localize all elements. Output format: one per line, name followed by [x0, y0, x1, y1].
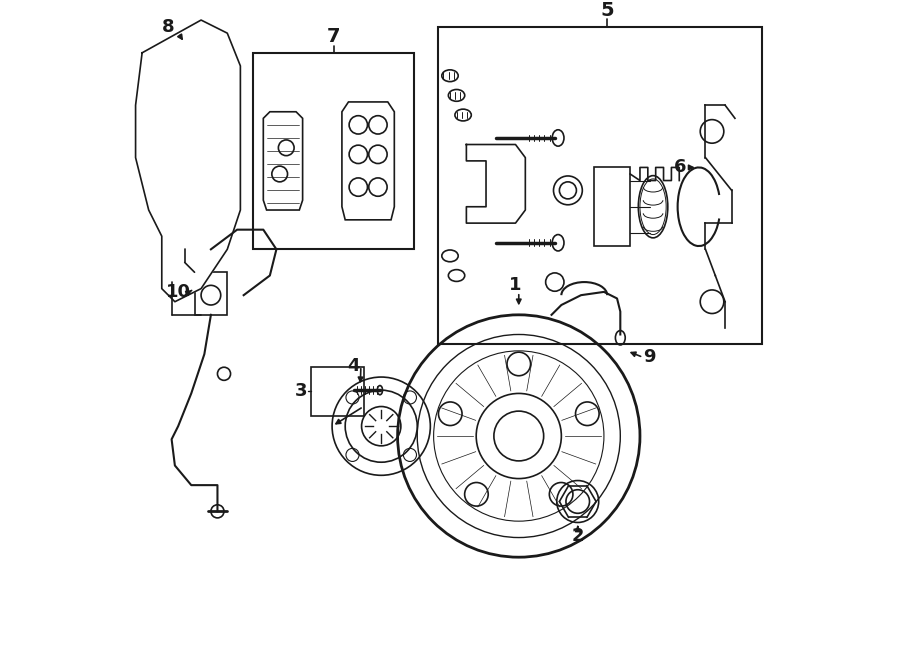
Circle shape [152, 143, 163, 154]
Text: 10: 10 [166, 283, 191, 301]
Bar [438, 26, 762, 344]
Polygon shape [466, 144, 526, 223]
Text: 9: 9 [644, 348, 656, 366]
Text: 6: 6 [674, 158, 687, 177]
Bar [311, 367, 364, 416]
Bar [254, 53, 414, 250]
Circle shape [220, 166, 231, 176]
Polygon shape [136, 20, 240, 302]
Text: 8: 8 [162, 18, 175, 36]
Text: 3: 3 [295, 383, 308, 401]
Text: 2: 2 [572, 526, 584, 545]
Text: 1: 1 [509, 276, 522, 295]
Circle shape [194, 202, 205, 212]
Bar [194, 272, 228, 315]
Text: 4: 4 [346, 357, 359, 375]
Text: 5: 5 [600, 1, 614, 20]
Polygon shape [342, 102, 394, 220]
Polygon shape [264, 112, 302, 210]
Text: 7: 7 [327, 27, 340, 46]
Circle shape [152, 188, 163, 199]
Circle shape [194, 129, 205, 140]
